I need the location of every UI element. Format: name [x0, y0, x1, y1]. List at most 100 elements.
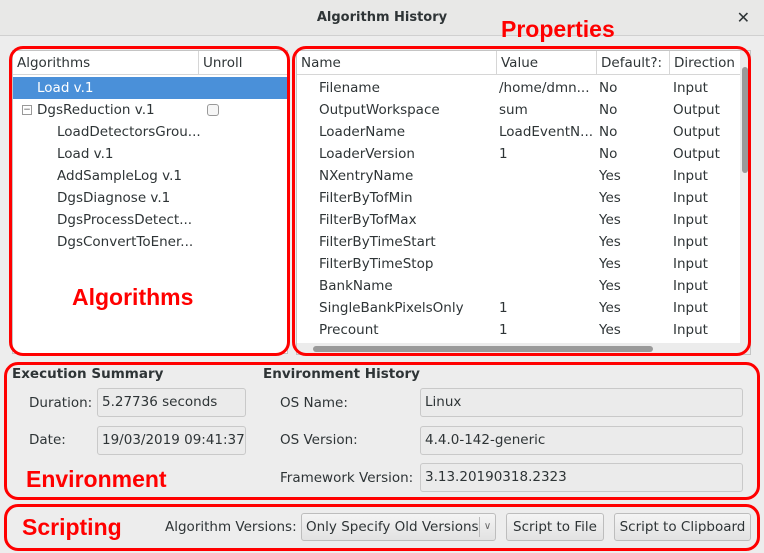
property-name: LoaderName — [319, 124, 406, 140]
tree-item[interactable]: Load v.1 — [13, 143, 287, 165]
vertical-scrollbar[interactable] — [740, 51, 750, 343]
horizontal-scrollbar-thumb[interactable] — [313, 346, 653, 352]
tree-item[interactable]: − DgsReduction v.1 — [13, 99, 287, 121]
property-name: FilterByTofMin — [319, 190, 413, 206]
property-row[interactable]: SingleBankPixelsOnly 1 Yes Input — [297, 297, 738, 319]
tree-item[interactable]: LoadDetectorsGrou... — [13, 121, 287, 143]
property-direction: Input — [673, 80, 708, 96]
property-row[interactable]: LoaderVersion 1 No Output — [297, 143, 738, 165]
chevron-down-icon[interactable]: ∨ — [479, 517, 495, 537]
property-direction: Input — [673, 212, 708, 228]
column-header-default[interactable]: Default?: — [597, 51, 670, 75]
algorithm-versions-dropdown[interactable]: Only Specify Old Versions ∨ — [301, 513, 496, 541]
tree-item[interactable]: Load v.1 — [13, 77, 287, 99]
property-default: Yes — [599, 256, 621, 272]
property-direction: Input — [673, 278, 708, 294]
framework-version-label: Framework Version: — [280, 470, 414, 486]
collapse-toggle-icon[interactable]: − — [22, 105, 32, 115]
column-header-value[interactable]: Value — [497, 51, 597, 75]
property-name: FilterByTimeStop — [319, 256, 434, 272]
horizontal-scrollbar[interactable] — [297, 343, 750, 354]
property-default: Yes — [599, 190, 621, 206]
date-field: 19/03/2019 09:41:37 — [97, 426, 246, 455]
property-value: 1 — [499, 322, 508, 338]
property-row[interactable]: OutputWorkspace sum No Output — [297, 99, 738, 121]
environment-annotation-box — [4, 362, 760, 500]
property-name: BankName — [319, 278, 393, 294]
property-row[interactable]: LoaderName LoadEventN... No Output — [297, 121, 738, 143]
property-value: /home/dmn... — [499, 80, 590, 96]
title-bar: Algorithm History — [0, 0, 764, 36]
property-name: FilterByTofMax — [319, 212, 417, 228]
property-row[interactable]: BankName Yes Input — [297, 275, 738, 297]
property-name: FilterByTimeStart — [319, 234, 436, 250]
algorithms-annotation-label: Algorithms — [72, 284, 194, 310]
tree-item[interactable]: DgsDiagnose v.1 — [13, 187, 287, 209]
tree-item-label: AddSampleLog v.1 — [57, 168, 182, 184]
property-default: Yes — [599, 278, 621, 294]
property-row[interactable]: FilterByTofMax Yes Input — [297, 209, 738, 231]
environment-annotation-label: Environment — [26, 466, 167, 492]
os-name-field: Linux — [420, 388, 743, 417]
property-name: LoaderVersion — [319, 146, 415, 162]
scripting-annotation-box — [4, 504, 760, 551]
properties-table[interactable]: Precount 1 Yes Input SingleBankPixelsOnly 1 Ye… — [296, 50, 751, 355]
property-default: Yes — [599, 322, 621, 338]
close-icon[interactable]: ✕ — [736, 8, 750, 27]
tree-item[interactable]: DgsProcessDetect... — [13, 209, 287, 231]
property-default: Yes — [599, 300, 621, 316]
algorithm-versions-label: Algorithm Versions: — [165, 519, 297, 535]
properties-annotation-label: Properties — [501, 16, 615, 42]
tree-item[interactable]: DgsConvertToEner... — [13, 231, 287, 253]
property-default: Yes — [599, 168, 621, 184]
property-value: LoadEventN... — [499, 124, 594, 140]
property-default: No — [599, 146, 618, 162]
tree-item-label: DgsDiagnose v.1 — [57, 190, 171, 206]
property-direction: Input — [673, 234, 708, 250]
property-row[interactable]: NXentryName Yes Input — [297, 165, 738, 187]
property-direction: Input — [673, 300, 708, 316]
property-default: No — [599, 80, 618, 96]
property-default: Yes — [599, 234, 621, 250]
column-header-direction[interactable]: Direction — [670, 51, 742, 75]
os-version-field: 4.4.0-142-generic — [420, 426, 743, 455]
property-row[interactable]: FilterByTimeStart Yes Input — [297, 231, 738, 253]
script-to-file-button[interactable]: Script to File — [506, 513, 604, 541]
vertical-scrollbar-thumb[interactable] — [742, 67, 748, 173]
property-default: No — [599, 124, 618, 140]
tree-item-label: Load v.1 — [37, 80, 94, 96]
property-direction: Output — [673, 146, 720, 162]
tree-item-label: LoadDetectorsGrou... — [57, 124, 201, 140]
property-name: SingleBankPixelsOnly — [319, 300, 464, 316]
property-name: NXentryName — [319, 168, 414, 184]
property-default: No — [599, 102, 618, 118]
script-to-clipboard-button[interactable]: Script to Clipboard — [614, 513, 751, 541]
scripting-annotation-label: Scripting — [22, 514, 122, 540]
tree-item-label: DgsConvertToEner... — [57, 234, 194, 250]
property-row[interactable]: Precount 1 Yes Input — [297, 319, 738, 341]
column-header-name[interactable]: Name — [297, 51, 497, 75]
execution-summary-title: Execution Summary — [12, 366, 164, 382]
environment-history-title: Environment History — [263, 366, 420, 382]
column-header-algorithms[interactable]: Algorithms — [13, 51, 199, 75]
unroll-checkbox[interactable] — [207, 104, 219, 116]
os-name-label: OS Name: — [280, 395, 348, 411]
property-direction: Input — [673, 322, 708, 338]
property-value: sum — [499, 102, 528, 118]
tree-item-label: Load v.1 — [57, 146, 114, 162]
duration-field: 5.27736 seconds — [97, 388, 246, 417]
date-label: Date: — [29, 432, 66, 448]
property-value: 1 — [499, 300, 508, 316]
property-direction: Input — [673, 256, 708, 272]
property-row[interactable]: Filename/home/dmn... No Input — [297, 77, 738, 99]
algorithm-tree[interactable]: Algorithms Unroll Load v.1 − DgsReduction … — [12, 50, 288, 354]
column-header-unroll[interactable]: Unroll — [199, 51, 287, 75]
property-row[interactable]: FilterByTofMin Yes Input — [297, 187, 738, 209]
property-name: OutputWorkspace — [319, 102, 440, 118]
tree-item[interactable]: AddSampleLog v.1 — [13, 165, 287, 187]
tree-item-label: DgsProcessDetect... — [57, 212, 193, 228]
window-title: Algorithm History — [316, 10, 448, 25]
property-name: Filename — [319, 80, 380, 96]
property-row[interactable]: FilterByTimeStop Yes Input — [297, 253, 738, 275]
os-version-label: OS Version: — [280, 432, 358, 448]
